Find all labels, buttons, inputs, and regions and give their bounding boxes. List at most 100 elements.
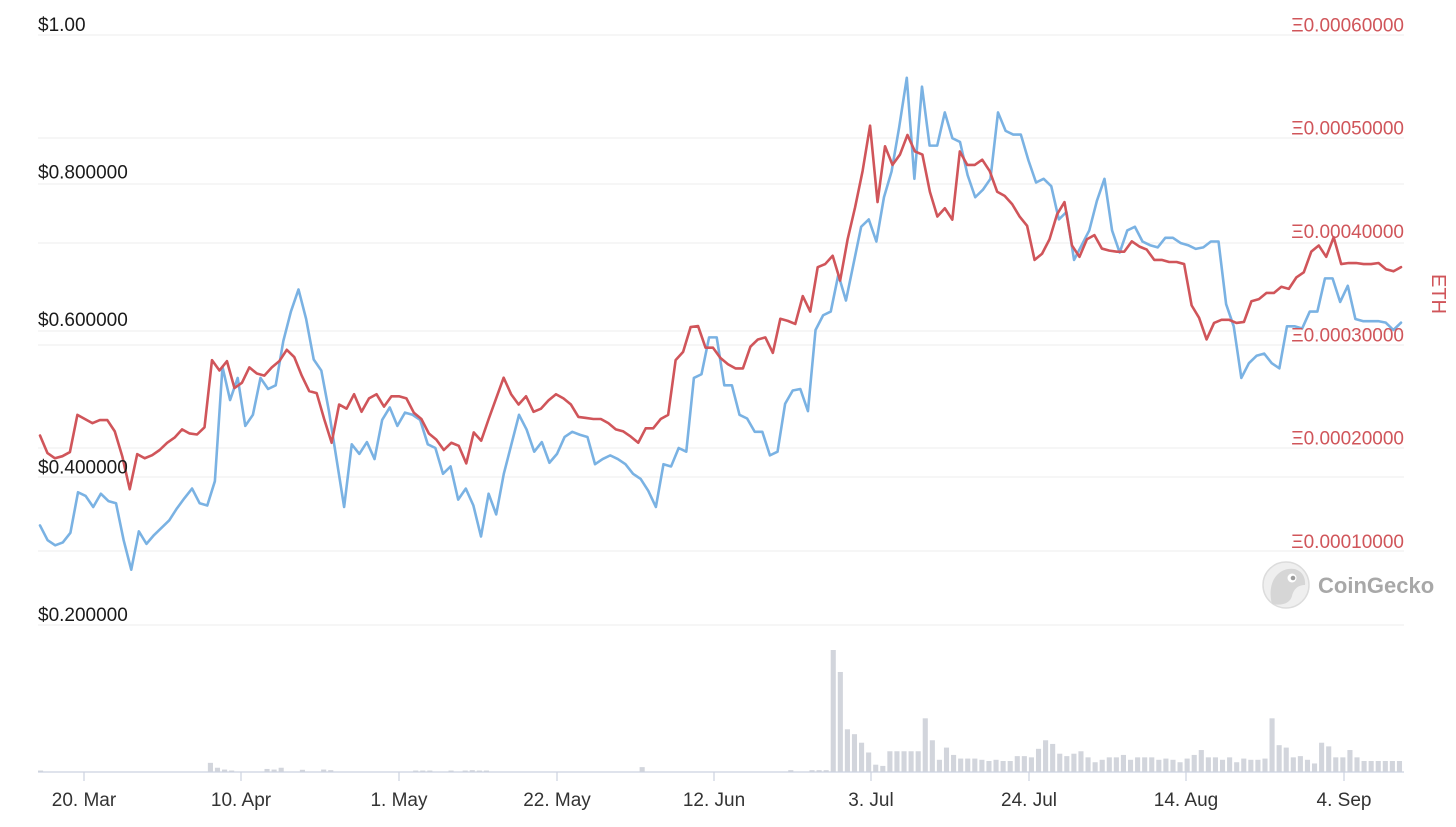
volume-bar [469,770,475,772]
eth-price-line [38,124,1403,491]
volume-bar [1078,751,1084,772]
volume-bar [1227,757,1233,772]
volume-bar [1156,759,1162,772]
usd-tick-label: $0.600000 [38,310,128,331]
volume-bar [476,770,482,772]
usd-price-line [38,76,1403,571]
volume-bar [1283,747,1289,772]
volume-bar [1028,757,1034,772]
x-tick-label: 24. Jul [1001,790,1057,811]
volume-bar [639,767,645,772]
volume-bar [271,769,277,772]
volume-bar [1135,757,1141,772]
x-tick-label: 10. Apr [211,790,272,811]
volume-bar [207,762,213,772]
eth-tick-label: Ξ0.00010000 [1291,532,1404,553]
volume-bar [1311,763,1318,772]
volume-bar [1099,759,1105,772]
volume-bar [1234,762,1240,772]
volume-bar [880,765,886,772]
volume-bar [328,770,334,772]
volume-bar [1241,758,1247,772]
volume-bar [1007,761,1013,772]
volume-bar [986,761,992,772]
volume-bar [908,751,914,772]
volume-bar [1255,759,1261,772]
volume-bar [413,770,419,772]
volume-bar [1340,757,1346,772]
volume-bar [958,758,964,772]
volume-bar [929,740,935,772]
volume-bar [922,718,928,772]
eth-tick-label: Ξ0.00040000 [1291,222,1404,243]
volume-bar [1092,762,1098,772]
volume-bar [972,758,978,772]
volume-bar [866,752,872,772]
volume-bar [1064,756,1070,772]
volume-bar [278,767,284,772]
usd-tick-label: $0.400000 [38,458,128,479]
eth-tick-label: Ξ0.00050000 [1291,119,1404,140]
usd-tick-label: $1.00 [38,15,86,36]
eth-axis-title: ETH [1427,274,1449,314]
watermark-text: CoinGecko [1318,573,1434,598]
volume-bar [788,770,794,772]
volume-bar [222,769,228,772]
volume-bar [859,742,865,772]
volume-bar [1085,757,1091,772]
volume-bar [965,758,971,772]
volume-bar [1149,757,1155,772]
volume-bar [1142,757,1148,772]
volume-bar [1120,754,1126,772]
volume-bar [1354,757,1360,772]
x-tick-label: 12. Jun [683,790,745,811]
volume-bar [1389,761,1395,772]
volume-bar [1191,754,1197,772]
volume-bar [1375,761,1381,772]
volume-bar [448,770,454,772]
volume-bar [1014,756,1020,772]
volume-bar [1326,746,1332,772]
volume-bar [321,769,327,772]
volume-bar [1333,757,1339,772]
usd-tick-label: $0.800000 [38,163,128,184]
volume-bar [1057,753,1063,772]
volume-bar [1276,745,1282,772]
volume-bar [1071,753,1077,772]
usd-axis: $1.00 $0.800000 $0.600000 $0.400000 $0.20000… [38,15,128,626]
volume-bar [1113,757,1119,772]
x-tick-label: 20. Mar [52,790,117,811]
volume-bar [830,650,836,772]
x-tick-label: 14. Aug [1154,790,1218,811]
volume-bar [1368,761,1374,772]
volume-bar [1127,759,1134,772]
volume-bar [809,770,815,772]
volume-bar [1290,757,1296,772]
gecko-logo-icon [1262,561,1310,609]
volume-bar [901,751,907,772]
volume-bar [1000,761,1006,772]
volume-bar [1262,758,1268,772]
volume-bar [1396,761,1403,772]
volume-bar [1035,748,1042,772]
volume-bar [1205,757,1211,772]
volume-bar [873,764,879,772]
volume-bar [823,770,829,772]
volume-bar [462,770,468,772]
eth-axis: Ξ0.00060000 Ξ0.00050000 Ξ0.00040000 Ξ0.0003… [1291,15,1404,553]
coingecko-watermark[interactable]: CoinGecko [1262,561,1434,609]
eth-tick-label: Ξ0.00020000 [1291,429,1404,450]
volume-bar [1212,757,1218,772]
eth-tick-label: Ξ0.00030000 [1291,325,1404,346]
volume-bar [1219,759,1226,772]
volume-bar [844,729,850,772]
volume-bar [979,759,985,772]
volume-bars [38,650,1403,772]
volume-bar [1347,750,1353,772]
volume-bar [1198,750,1204,772]
volume-bar [264,768,270,772]
volume-bar [1361,761,1367,772]
volume-bar [1248,759,1254,772]
volume-bar [1177,762,1183,772]
